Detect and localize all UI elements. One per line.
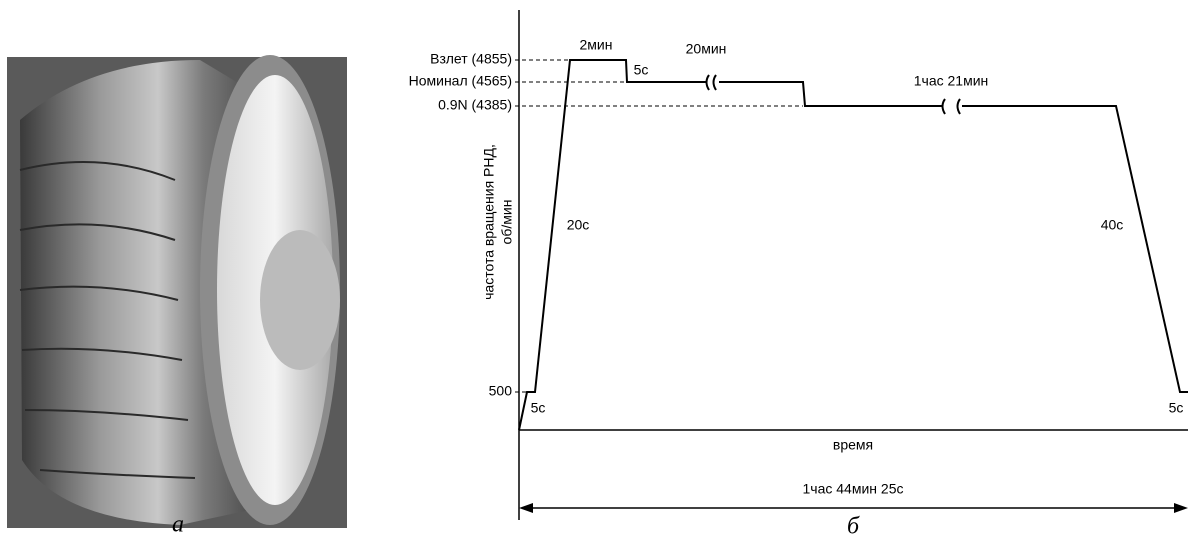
- annotation: 40с: [1101, 217, 1124, 233]
- profile: [518, 59, 1188, 431]
- annotation: 1час 21мин: [914, 73, 989, 89]
- axes: [518, 10, 1188, 520]
- level-label: 0.9N (4385): [438, 97, 512, 113]
- total-duration: 1час 44мин 25с: [803, 481, 904, 497]
- duration-arrow: [519, 503, 1188, 513]
- caption: а: [172, 512, 184, 538]
- y-axis-title: частота вращения РНД,: [481, 144, 497, 300]
- guide-lines: [515, 59, 803, 393]
- y-axis-title: об/мин: [499, 200, 515, 245]
- photo: [7, 55, 347, 528]
- level-label: Взлет (4855): [430, 51, 512, 67]
- annotation: 20мин: [686, 41, 727, 57]
- x-axis-title: время: [833, 437, 873, 453]
- level-label: 500: [489, 383, 513, 399]
- caption: б: [847, 514, 860, 540]
- annotation: 2мин: [580, 37, 613, 53]
- annotation: 5с: [634, 62, 649, 78]
- annotation: 5с: [1169, 400, 1184, 416]
- level-label: Номинал (4565): [409, 73, 512, 89]
- annotation: 5с: [531, 400, 546, 416]
- annotation: 20с: [567, 217, 590, 233]
